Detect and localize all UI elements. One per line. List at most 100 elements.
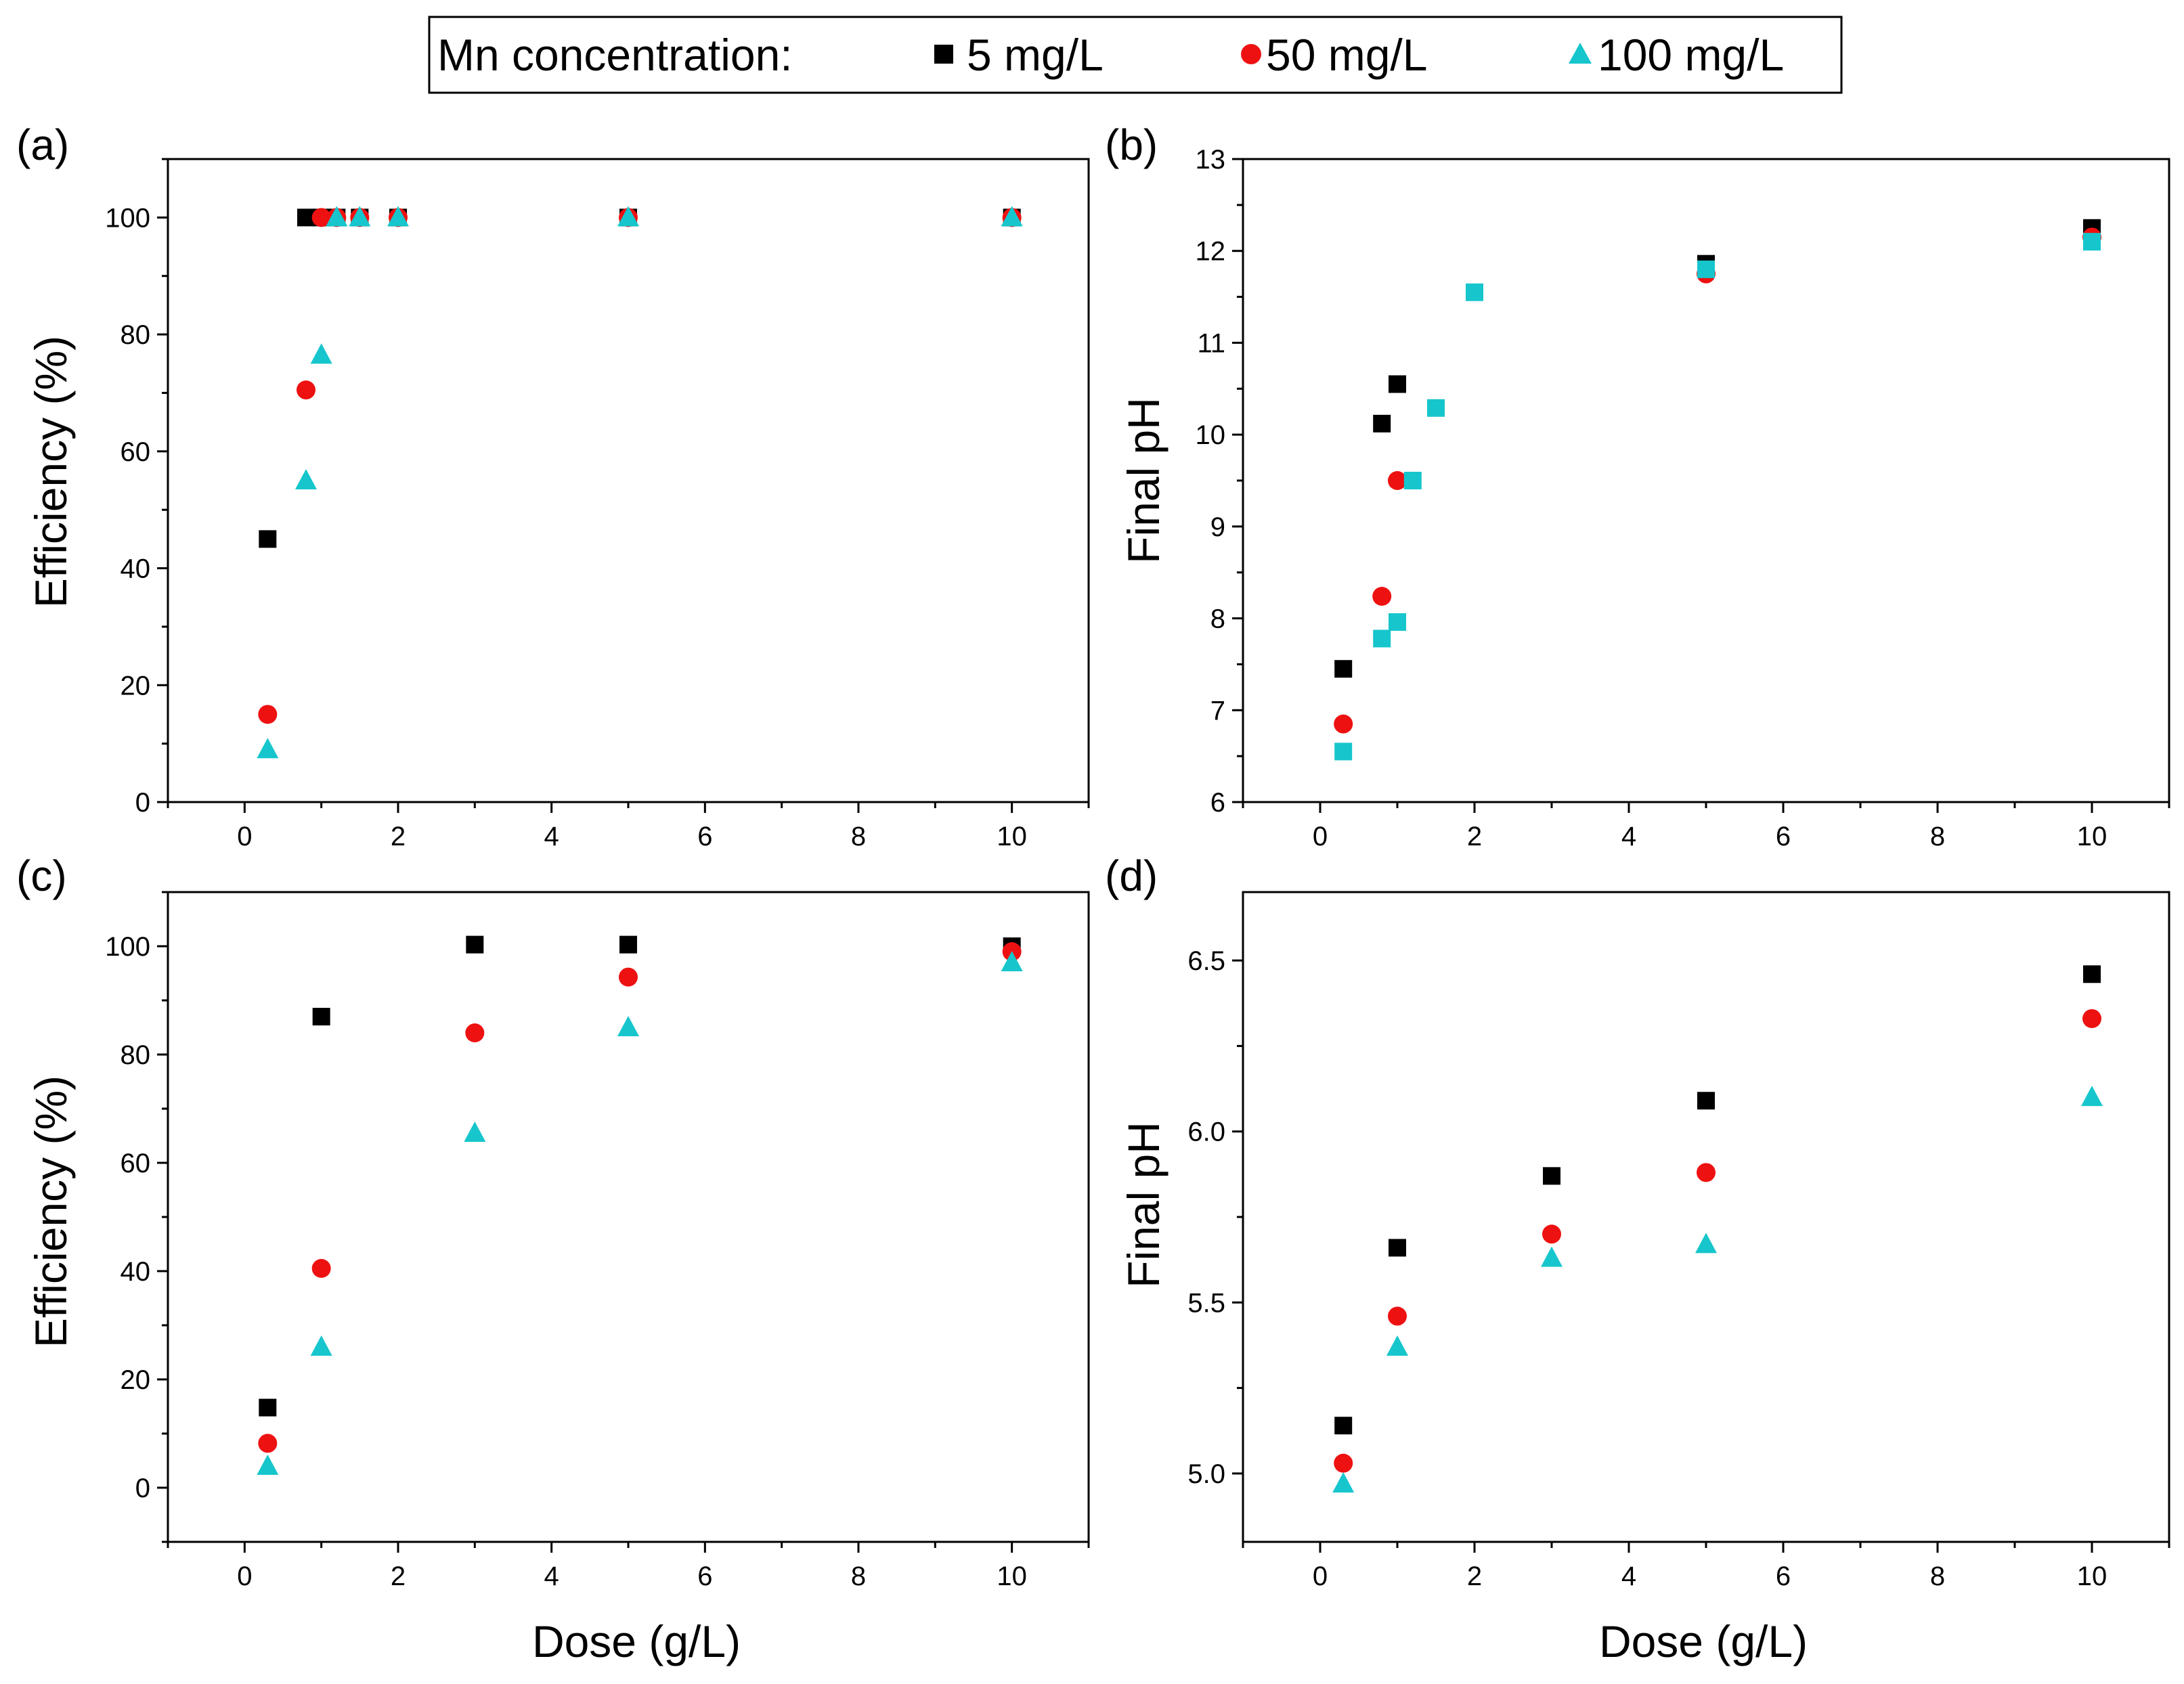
plot-frame-d: [1242, 891, 2170, 1543]
x-tick-label-d: 10: [2077, 1561, 2107, 1591]
x-axis-title-d: Dose (g/L): [1599, 1616, 1808, 1666]
panel-c: (c) Efficiency (%) Dose (g/L) 0 2 4 6 8 10020…: [16, 851, 1090, 1666]
data-point-square: [1427, 399, 1445, 417]
x-tick-label-a: 4: [544, 822, 559, 851]
data-point-circle: [1372, 587, 1392, 606]
data-point-square: [1373, 629, 1391, 648]
legend: Mn concentration: 5 mg/L 50 mg/L 100 mg/…: [428, 16, 1843, 94]
data-point-triangle: [295, 469, 317, 489]
y-tick-label-b: 6: [1210, 788, 1225, 818]
x-tick-label-b: 10: [2077, 822, 2107, 851]
x-tick-label-c: 4: [544, 1561, 559, 1591]
data-point-triangle: [1541, 1246, 1563, 1267]
data-point-triangle: [310, 1335, 332, 1356]
x-tick-label-c: 6: [697, 1561, 712, 1591]
y-tick-label-c: 60: [121, 1149, 151, 1178]
data-point-square: [2083, 233, 2101, 251]
y-axis-title-a: Efficiency (%): [26, 336, 76, 608]
y-axis-title-b: Final pH: [1118, 397, 1169, 564]
data-point-triangle: [1001, 951, 1023, 971]
y-tick-label-b: 8: [1210, 604, 1225, 634]
y-tick-label-b: 12: [1196, 237, 1226, 267]
data-point-square: [1389, 1239, 1406, 1257]
x-tick-label-d: 4: [1621, 1561, 1636, 1591]
y-axis-title-c: Efficiency (%): [26, 1076, 76, 1348]
panel-label-c: (c): [16, 851, 67, 900]
y-tick-label-c: 100: [105, 932, 150, 962]
x-axis-title-c: Dose (g/L): [532, 1616, 741, 1666]
data-point-square: [1697, 1092, 1715, 1110]
marks-a: [257, 206, 1023, 759]
legend-label-100: 100 mg/L: [1598, 30, 1784, 80]
x-tick-label-a: 10: [997, 822, 1027, 851]
data-point-square: [259, 1398, 277, 1417]
y-tick-label-c: 20: [121, 1365, 151, 1395]
data-point-circle: [297, 380, 315, 400]
data-point-square: [1334, 743, 1353, 761]
data-point-circle: [619, 967, 638, 987]
data-point-square: [312, 1008, 330, 1025]
x-tick-label-c: 2: [391, 1561, 406, 1591]
x-tick-label-a: 8: [851, 822, 866, 851]
x-tick-label-c: 8: [851, 1561, 866, 1591]
data-point-square: [2083, 965, 2101, 983]
data-point-square: [1466, 283, 1483, 301]
data-point-circle: [1388, 1306, 1407, 1326]
axes-b: 0 2 4 6 8 10 6 7 8 9 10 11 12 13: [1196, 145, 2170, 851]
data-point-square: [619, 935, 637, 954]
x-tick-label-a: 2: [391, 822, 406, 851]
data-point-circle: [1697, 1163, 1716, 1182]
panel-label-d: (d): [1105, 851, 1158, 900]
data-point-circle: [2082, 1009, 2101, 1028]
data-point-triangle: [617, 1016, 639, 1036]
x-tick-label-b: 6: [1776, 822, 1791, 851]
legend-marker-circle: [1241, 44, 1261, 64]
y-tick-label-d: 5.0: [1187, 1459, 1225, 1489]
data-point-triangle: [1695, 1233, 1717, 1254]
x-tick-label-c: 10: [997, 1561, 1027, 1591]
y-tick-label-c: 40: [121, 1257, 151, 1287]
data-point-circle: [465, 1023, 485, 1042]
plot-frame-c: [167, 891, 1090, 1543]
y-tick-label-a: 60: [121, 437, 151, 467]
y-tick-label-b: 7: [1210, 696, 1225, 726]
y-tick-label-b: 9: [1210, 512, 1225, 542]
data-point-circle: [258, 1434, 278, 1453]
data-point-square: [1389, 613, 1406, 631]
legend-label-5: 5 mg/L: [967, 30, 1104, 80]
y-tick-label-d: 6.0: [1187, 1117, 1225, 1147]
y-tick-label-a: 40: [121, 554, 151, 584]
y-tick-label-a: 20: [121, 671, 151, 701]
legend-marker-square: [934, 45, 953, 64]
data-point-triangle: [617, 206, 639, 227]
data-point-square: [466, 935, 484, 954]
data-point-triangle: [387, 206, 409, 227]
y-tick-label-d: 6.5: [1187, 946, 1225, 976]
data-point-triangle: [1386, 1335, 1408, 1356]
data-point-circle: [311, 208, 331, 227]
x-tick-label-b: 8: [1930, 822, 1945, 851]
panel-label-a: (a): [16, 120, 69, 169]
y-tick-label-a: 0: [135, 788, 150, 818]
y-tick-label-c: 80: [121, 1040, 151, 1070]
x-tick-label-d: 2: [1467, 1561, 1482, 1591]
x-tick-label-c: 0: [237, 1561, 252, 1591]
data-point-circle: [1334, 1453, 1353, 1473]
x-tick-label-b: 0: [1313, 822, 1328, 851]
data-point-triangle: [257, 1455, 279, 1475]
data-point-square: [1697, 260, 1715, 278]
data-point-circle: [1388, 471, 1407, 490]
y-tick-label-a: 100: [105, 203, 150, 233]
marks-d: [1332, 965, 2103, 1493]
y-tick-label-c: 0: [135, 1474, 150, 1503]
data-point-square: [1543, 1167, 1560, 1185]
x-tick-label-b: 2: [1467, 822, 1482, 851]
data-point-triangle: [349, 206, 371, 227]
axes-d: 0 2 4 6 8 10 5.0 5.5 6.0 6.5: [1187, 891, 2170, 1591]
data-point-triangle: [464, 1122, 486, 1142]
data-point-square: [1334, 660, 1353, 678]
x-tick-label-d: 6: [1776, 1561, 1791, 1591]
